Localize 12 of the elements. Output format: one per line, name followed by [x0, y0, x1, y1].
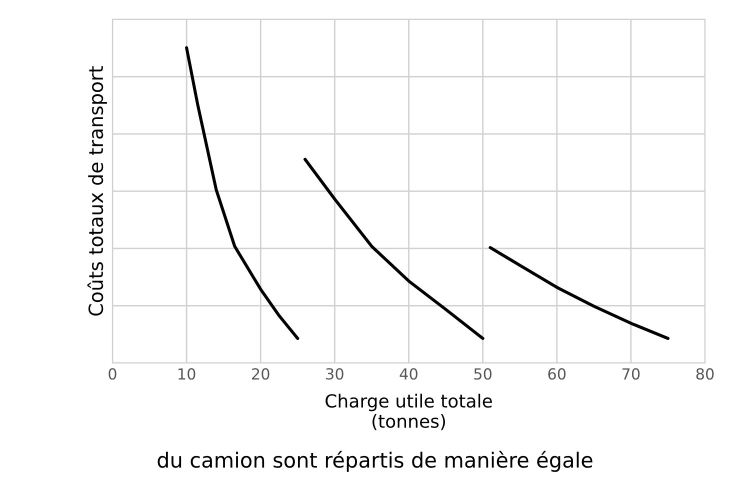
x-tick-label: 30 — [326, 368, 344, 380]
y-axis-title: Coûts totaux de transport — [87, 66, 107, 316]
x-tick-label: 80 — [696, 368, 714, 380]
x-tick-label: 0 — [108, 368, 116, 380]
x-tick-label: 60 — [548, 368, 566, 380]
x-tick-label: 10 — [178, 368, 196, 380]
x-tick-label: 70 — [622, 368, 640, 380]
text: du camion sont répartis de manière égale — [158, 450, 592, 472]
x-tick-label: 50 — [474, 368, 492, 380]
x-tick-label: 20 — [252, 368, 270, 380]
x-tick-label: 40 — [400, 368, 418, 380]
x-axis-title: Charge utile totale (tonnes) — [326, 394, 492, 430]
